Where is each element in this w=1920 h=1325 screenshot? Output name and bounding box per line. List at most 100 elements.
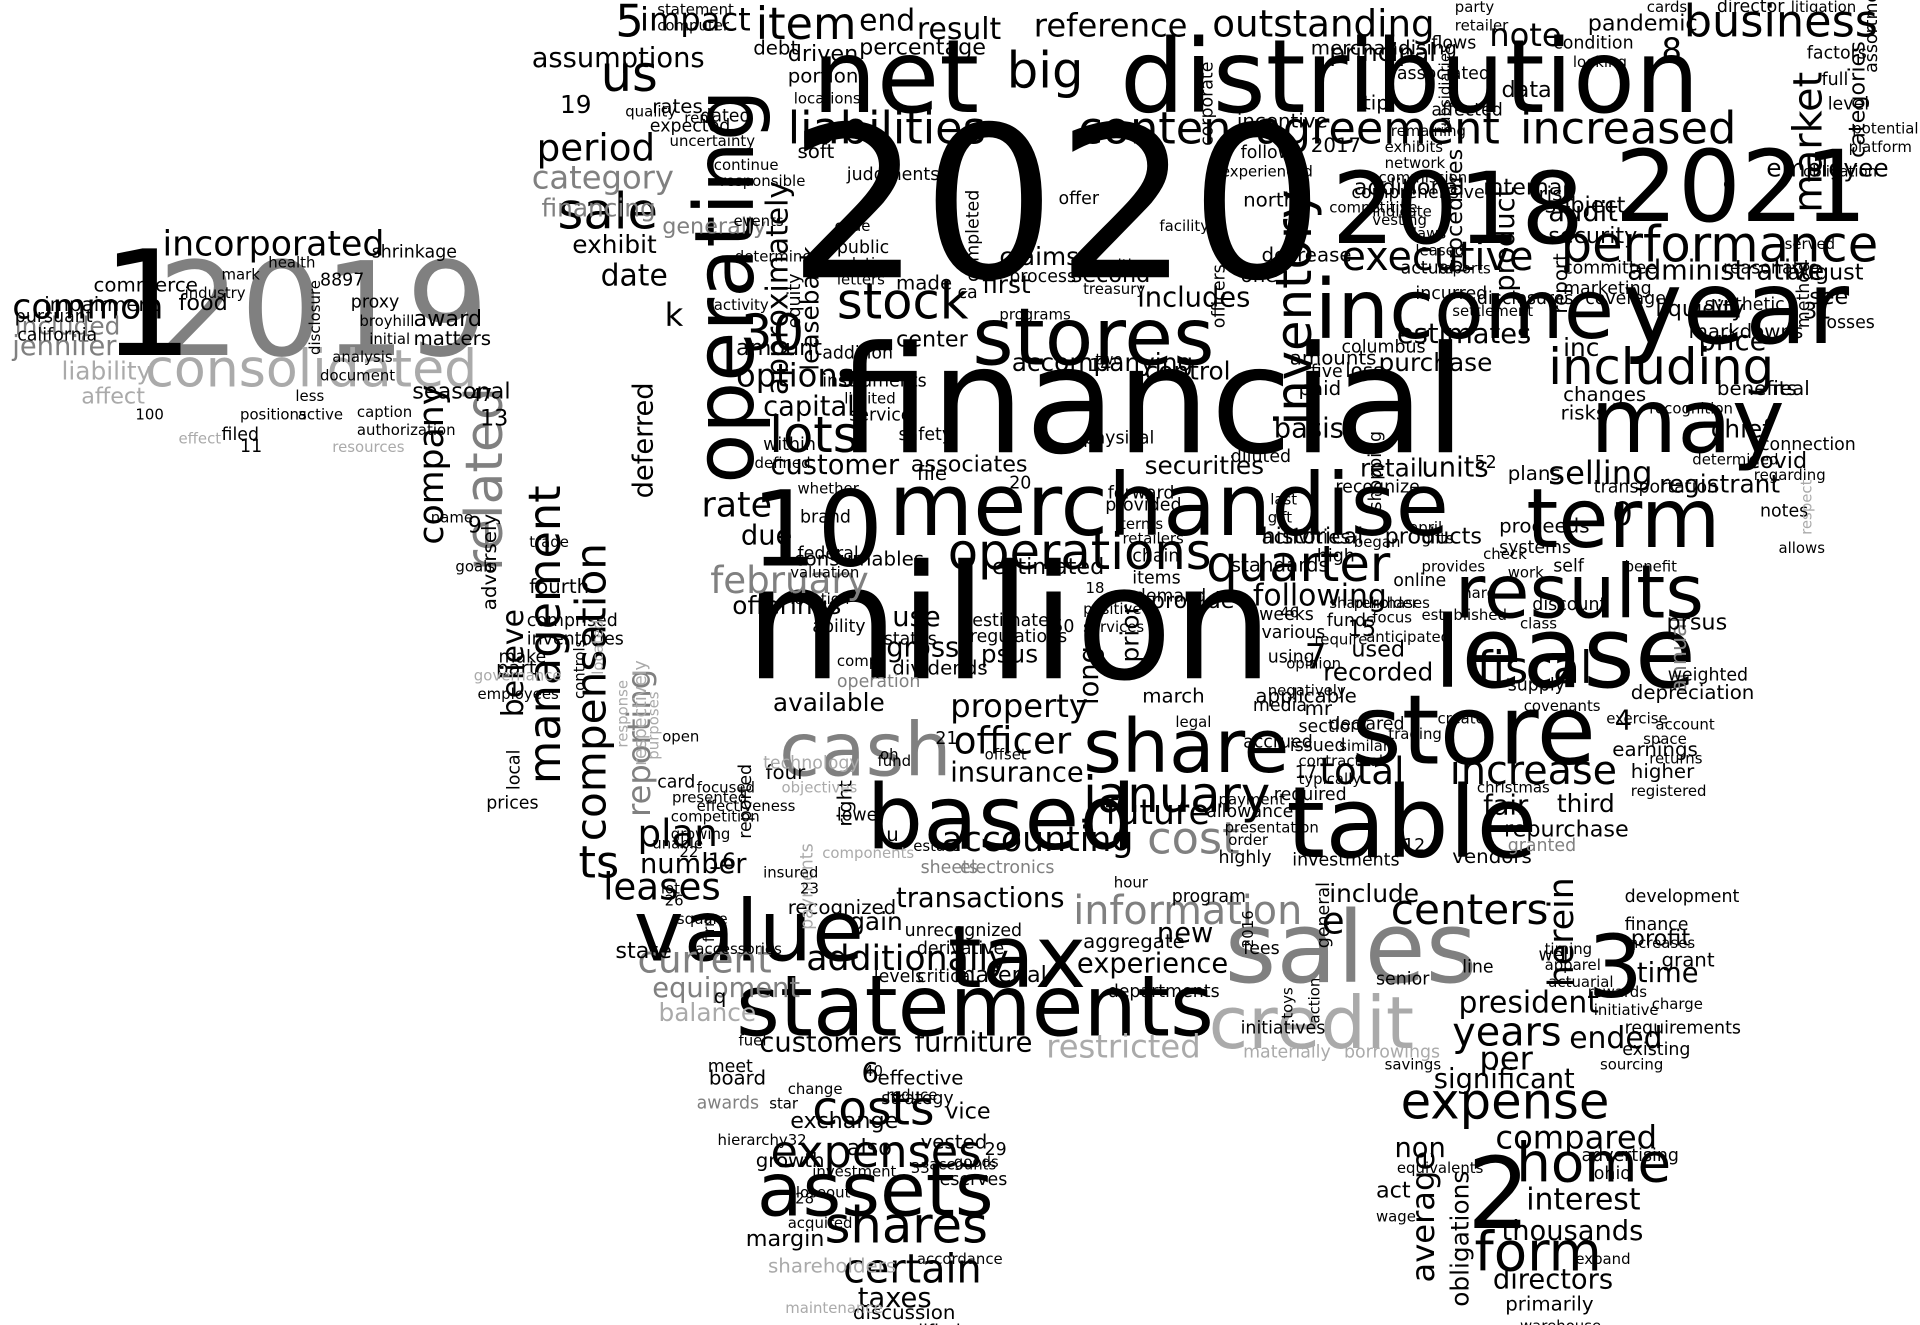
- word-2016: 2016: [1239, 910, 1257, 948]
- word-0: 0: [1612, 495, 1632, 533]
- word-acquired: acquired: [788, 1214, 853, 1232]
- word-prices: prices: [486, 793, 538, 813]
- word-debt: debt: [753, 37, 798, 60]
- word-discount: discount: [1532, 595, 1606, 615]
- word-hour: hour: [1114, 873, 1149, 891]
- word-estimated: estimated: [992, 554, 1104, 580]
- word-ended: ended: [1569, 1021, 1662, 1056]
- word-22: 22: [679, 843, 698, 861]
- word-presented: presented: [672, 788, 747, 806]
- word-share: share: [1083, 703, 1289, 790]
- word-closeout: closeout: [788, 1183, 851, 1201]
- word-used: used: [1351, 636, 1405, 662]
- word-existing: existing: [1622, 1040, 1690, 1060]
- word-unable: unable: [652, 835, 703, 853]
- word-funds: funds: [1327, 611, 1375, 631]
- word-security: security: [1548, 223, 1637, 249]
- word-information: information: [1073, 888, 1302, 934]
- word-vested: vested: [921, 1131, 988, 1154]
- word-9: 9: [468, 512, 482, 538]
- word-positive: positive: [1083, 600, 1141, 618]
- word-26: 26: [665, 892, 684, 910]
- word-warehouse: warehouse: [1520, 1317, 1601, 1325]
- word-portion: portion: [788, 65, 859, 88]
- word-exercise: exercise: [1606, 709, 1667, 727]
- word-number: number: [640, 849, 747, 880]
- word-cash: cash: [779, 707, 951, 794]
- word-disclosures: disclosures: [1477, 289, 1574, 309]
- word-8897: 8897: [320, 271, 364, 291]
- word-weighted: weighted: [1668, 666, 1748, 686]
- word-paid: paid: [1299, 377, 1342, 400]
- word-margin: margin: [746, 1226, 825, 1252]
- word-marketing: marketing: [1563, 279, 1652, 299]
- word-brand: brand: [800, 508, 851, 528]
- word-quarter: quarter: [1206, 535, 1391, 593]
- word-accounts: accounts: [929, 1155, 996, 1173]
- word-6: 6: [862, 1058, 879, 1089]
- word-inventories: inventories: [527, 629, 624, 649]
- word-local: local: [504, 750, 524, 791]
- word-result: result: [917, 12, 1001, 47]
- word-inc: inc: [1563, 333, 1599, 362]
- word-stores: stores: [972, 291, 1214, 384]
- word-actual: actual: [1401, 259, 1455, 279]
- word-purchases: purchases: [1354, 594, 1430, 612]
- word-commission: commission: [1379, 168, 1468, 186]
- word-initiatives: initiatives: [1241, 1018, 1326, 1038]
- word-believe: believe: [496, 609, 531, 717]
- word-effect: effect: [179, 430, 222, 448]
- word-litigation: litigation: [1791, 0, 1856, 16]
- word-company: company: [412, 385, 452, 545]
- word-assets: assets: [757, 1147, 994, 1234]
- word-lease: lease: [1434, 596, 1696, 711]
- word-returns: returns: [1649, 749, 1703, 767]
- word-create: create: [1438, 709, 1485, 727]
- word-within: within: [763, 435, 816, 455]
- word-due: due: [741, 521, 792, 552]
- word-transactions: transactions: [896, 883, 1064, 914]
- word-physical: physical: [1083, 429, 1154, 449]
- word-accessories: accessories: [695, 940, 782, 958]
- word-32: 32: [788, 1131, 807, 1149]
- word-purchase: purchase: [1379, 348, 1493, 377]
- word-dated: dated: [700, 107, 750, 127]
- word-period: period: [537, 126, 655, 170]
- word-14: 14: [1089, 356, 1111, 376]
- word-stock: stock: [837, 273, 969, 331]
- word-various: various: [1262, 623, 1326, 643]
- word-consumables: consumables: [794, 547, 924, 570]
- word-diluted: diluted: [1231, 447, 1291, 467]
- word-4: 4: [1615, 705, 1632, 736]
- word-initiative: initiative: [1594, 1001, 1659, 1019]
- word-self: self: [1553, 556, 1585, 576]
- word-process: process: [1009, 267, 1076, 287]
- word-charge: charge: [1652, 995, 1703, 1013]
- word-gain: gain: [849, 907, 903, 936]
- word-transportation: transportation: [1594, 477, 1718, 497]
- word-50: 50: [1052, 617, 1074, 637]
- word-percentage: percentage: [859, 35, 986, 61]
- word-40: 40: [864, 1062, 883, 1080]
- word-2: 2: [1467, 1137, 1530, 1252]
- word-coverage: coverage: [1585, 289, 1666, 309]
- word-services: services: [1083, 618, 1144, 636]
- word-anticipated: anticipated: [1366, 628, 1450, 646]
- word-provided: provided: [1105, 496, 1181, 516]
- word-growing: growing: [671, 825, 731, 843]
- word-responsible: responsible: [720, 172, 805, 190]
- word-store: store: [1351, 673, 1596, 786]
- word-purposes: purposes: [645, 691, 663, 759]
- word-gross: gross: [886, 632, 959, 663]
- word-19: 19: [560, 90, 592, 119]
- word-current: current: [638, 938, 772, 982]
- word-focused: focused: [697, 779, 755, 797]
- word-20: 20: [1009, 474, 1031, 494]
- word-allowance: allowance: [1206, 802, 1293, 822]
- word-control: control: [1145, 356, 1231, 385]
- word-standards: standards: [1231, 553, 1329, 576]
- word-financial: financial: [837, 315, 1466, 488]
- word-party: party: [1455, 0, 1495, 16]
- word-derivative: derivative: [917, 939, 1004, 959]
- word-10: 10: [751, 468, 884, 590]
